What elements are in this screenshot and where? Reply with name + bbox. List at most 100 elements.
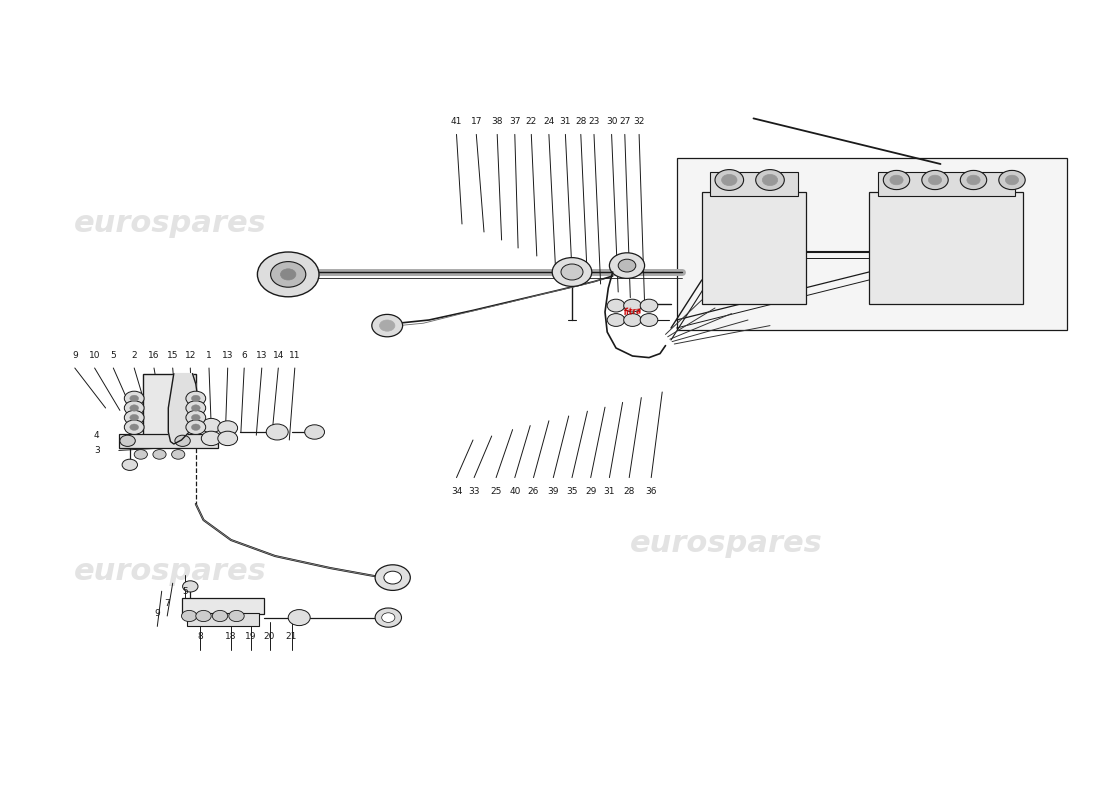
Circle shape bbox=[607, 299, 625, 312]
Circle shape bbox=[624, 299, 641, 312]
Text: 23: 23 bbox=[588, 117, 600, 126]
Text: 35: 35 bbox=[566, 487, 578, 497]
Circle shape bbox=[201, 418, 221, 433]
Circle shape bbox=[372, 314, 403, 337]
Circle shape bbox=[257, 252, 319, 297]
Circle shape bbox=[883, 170, 910, 190]
Text: 16: 16 bbox=[148, 350, 159, 360]
Text: 4: 4 bbox=[94, 431, 100, 441]
Circle shape bbox=[124, 391, 144, 406]
Circle shape bbox=[552, 258, 592, 286]
Text: 14: 14 bbox=[273, 350, 284, 360]
Text: 38: 38 bbox=[492, 117, 503, 126]
Polygon shape bbox=[676, 158, 1067, 330]
Circle shape bbox=[229, 610, 244, 622]
Text: 28: 28 bbox=[624, 487, 635, 497]
Circle shape bbox=[120, 435, 135, 446]
Circle shape bbox=[212, 610, 228, 622]
Circle shape bbox=[124, 401, 144, 415]
Circle shape bbox=[130, 424, 139, 430]
Circle shape bbox=[153, 450, 166, 459]
Circle shape bbox=[201, 431, 221, 446]
Circle shape bbox=[186, 410, 206, 425]
Circle shape bbox=[609, 253, 645, 278]
Text: 11: 11 bbox=[289, 350, 300, 360]
Circle shape bbox=[288, 610, 310, 626]
Circle shape bbox=[271, 262, 306, 287]
Circle shape bbox=[186, 391, 206, 406]
Circle shape bbox=[183, 581, 198, 592]
Circle shape bbox=[715, 170, 744, 190]
Text: 9: 9 bbox=[72, 350, 78, 360]
Text: 31: 31 bbox=[604, 487, 615, 497]
Circle shape bbox=[640, 314, 658, 326]
Text: 8: 8 bbox=[197, 632, 204, 642]
Circle shape bbox=[382, 613, 395, 622]
Text: 17: 17 bbox=[471, 117, 482, 126]
Circle shape bbox=[999, 170, 1025, 190]
Text: fitra: fitra bbox=[623, 306, 642, 318]
Circle shape bbox=[196, 610, 211, 622]
Circle shape bbox=[191, 414, 200, 421]
Text: 34: 34 bbox=[451, 487, 462, 497]
Text: 24: 24 bbox=[543, 117, 554, 126]
Text: 2: 2 bbox=[131, 350, 138, 360]
Circle shape bbox=[384, 571, 402, 584]
Circle shape bbox=[130, 395, 139, 402]
Text: 5: 5 bbox=[110, 350, 117, 360]
Circle shape bbox=[960, 170, 987, 190]
Text: 15: 15 bbox=[167, 350, 178, 360]
Bar bbox=[869, 192, 1023, 304]
Circle shape bbox=[967, 175, 980, 185]
Text: 10: 10 bbox=[89, 350, 100, 360]
Circle shape bbox=[756, 170, 784, 190]
Text: 5: 5 bbox=[182, 586, 188, 596]
Bar bbox=[187, 613, 258, 626]
Text: 32: 32 bbox=[634, 117, 645, 126]
Bar bbox=[710, 172, 798, 196]
Circle shape bbox=[375, 608, 402, 627]
Text: 6: 6 bbox=[241, 350, 248, 360]
Text: 40: 40 bbox=[509, 487, 520, 497]
Circle shape bbox=[762, 174, 778, 186]
Text: eurospares: eurospares bbox=[74, 558, 267, 586]
Text: 31: 31 bbox=[560, 117, 571, 126]
Text: 20: 20 bbox=[264, 632, 275, 642]
Circle shape bbox=[607, 314, 625, 326]
Circle shape bbox=[375, 565, 410, 590]
Bar bbox=[119, 434, 218, 448]
Circle shape bbox=[191, 405, 200, 411]
Bar bbox=[182, 598, 264, 614]
Text: eurospares: eurospares bbox=[74, 210, 267, 238]
Circle shape bbox=[266, 424, 288, 440]
Text: 21: 21 bbox=[286, 632, 297, 642]
Circle shape bbox=[1005, 175, 1019, 185]
Text: 9: 9 bbox=[154, 609, 161, 618]
Circle shape bbox=[130, 405, 139, 411]
Text: 25: 25 bbox=[491, 487, 502, 497]
Circle shape bbox=[280, 269, 296, 280]
Circle shape bbox=[379, 320, 395, 331]
Circle shape bbox=[618, 259, 636, 272]
Text: eurospares: eurospares bbox=[629, 530, 823, 558]
Text: 27: 27 bbox=[619, 117, 630, 126]
Circle shape bbox=[172, 450, 185, 459]
Bar bbox=[878, 172, 1015, 196]
Text: 37: 37 bbox=[509, 117, 520, 126]
Circle shape bbox=[182, 610, 197, 622]
Polygon shape bbox=[168, 374, 198, 444]
Circle shape bbox=[186, 401, 206, 415]
Text: 29: 29 bbox=[585, 487, 596, 497]
Circle shape bbox=[130, 414, 139, 421]
Circle shape bbox=[640, 299, 658, 312]
Circle shape bbox=[175, 435, 190, 446]
Text: 3: 3 bbox=[94, 446, 100, 455]
Circle shape bbox=[928, 175, 942, 185]
Text: 18: 18 bbox=[226, 632, 236, 642]
Text: 12: 12 bbox=[185, 350, 196, 360]
Text: 33: 33 bbox=[469, 487, 480, 497]
Text: 19: 19 bbox=[245, 632, 256, 642]
Bar bbox=[702, 192, 806, 304]
Circle shape bbox=[624, 314, 641, 326]
Circle shape bbox=[305, 425, 324, 439]
